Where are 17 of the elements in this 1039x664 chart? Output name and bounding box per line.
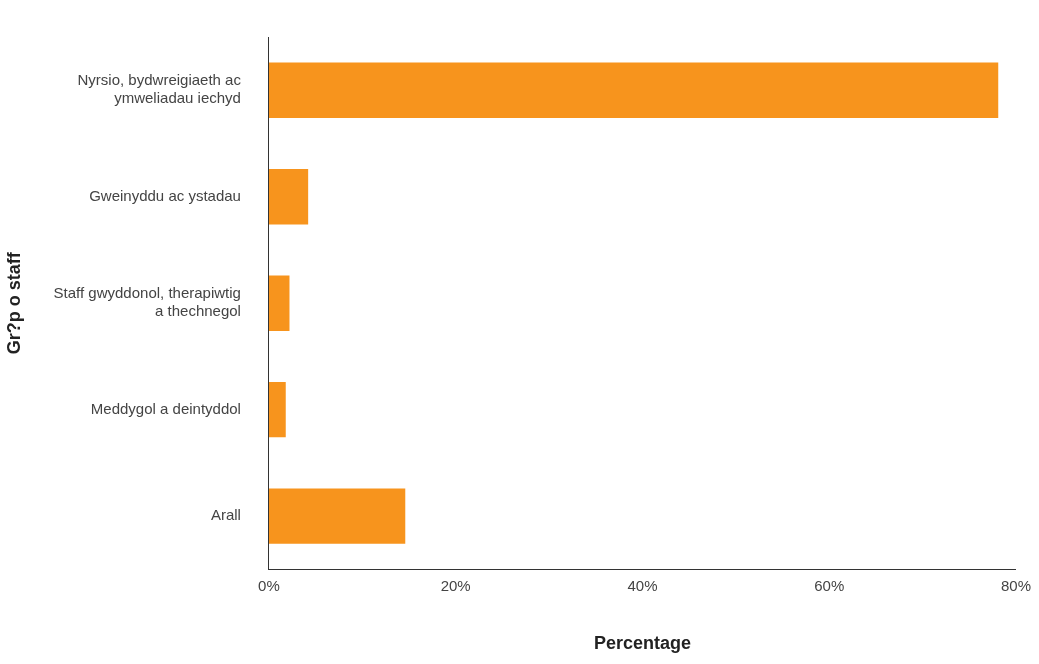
y-tick-label: Arall bbox=[210, 506, 241, 524]
x-tick-label: 0% bbox=[258, 576, 280, 594]
bar bbox=[268, 62, 999, 118]
x-tick-label: 20% bbox=[440, 576, 471, 594]
bar bbox=[268, 275, 290, 331]
x-tick-label: 80% bbox=[1000, 576, 1031, 594]
x-axis-title: Percentage bbox=[593, 633, 691, 654]
y-axis-title: Gr?p o staff bbox=[3, 251, 24, 355]
x-tick-label: 60% bbox=[814, 576, 845, 594]
y-tick-label: Meddygol a deintyddol bbox=[90, 399, 241, 417]
y-tick-label: Gweinyddu ac ystadau bbox=[89, 186, 241, 204]
y-tick-label: Staff gwyddonol, therapiwtig a thechnegol bbox=[53, 284, 241, 320]
y-tick-label: Nyrsio, bydwreigiaeth ac ymweliadau iechyd bbox=[77, 71, 242, 107]
bar bbox=[268, 488, 406, 544]
bar bbox=[268, 382, 286, 438]
bar bbox=[268, 169, 309, 225]
x-tick-label: 40% bbox=[627, 576, 658, 594]
